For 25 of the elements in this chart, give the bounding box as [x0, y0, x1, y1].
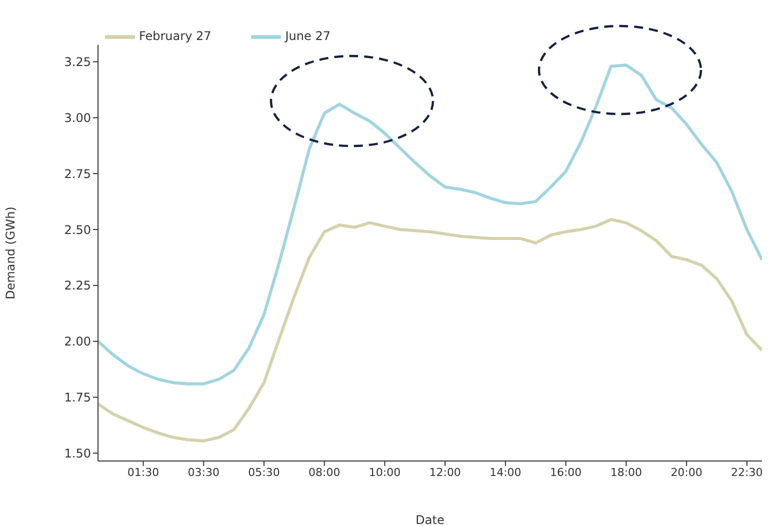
- x-tick-label: 01:30: [127, 466, 160, 479]
- legend-label: February 27: [139, 29, 212, 44]
- x-tick-label: 18:00: [610, 466, 642, 479]
- y-tick-label: 2.00: [64, 334, 91, 349]
- x-tick-label: 20:00: [670, 466, 702, 479]
- y-tick-label: 2.25: [64, 278, 91, 293]
- y-tick-label: 2.50: [64, 222, 91, 237]
- x-tick-label: 05:30: [248, 466, 280, 479]
- x-tick-label: 14:00: [490, 466, 522, 479]
- y-axis-title: Demand (GWh): [3, 206, 18, 300]
- y-tick-label: 1.75: [64, 390, 91, 405]
- y-tick-label: 1.50: [64, 446, 91, 460]
- x-tick-label: 12:00: [429, 466, 461, 479]
- y-tick-label: 3.00: [64, 110, 91, 125]
- x-axis-title: Date: [416, 513, 444, 526]
- y-tick-label: 3.25: [64, 55, 91, 70]
- line-series: [98, 64, 762, 386]
- x-tick-label: 16:00: [550, 466, 582, 479]
- x-tick-label: 08:00: [308, 466, 340, 479]
- x-tick-label: 03:30: [188, 466, 220, 479]
- y-tick-label: 2.75: [64, 166, 91, 181]
- legend-label: June 27: [285, 29, 330, 44]
- x-tick-label: 10:00: [368, 466, 401, 479]
- line-series: [98, 218, 762, 442]
- x-tick-label: 22:30: [731, 466, 763, 479]
